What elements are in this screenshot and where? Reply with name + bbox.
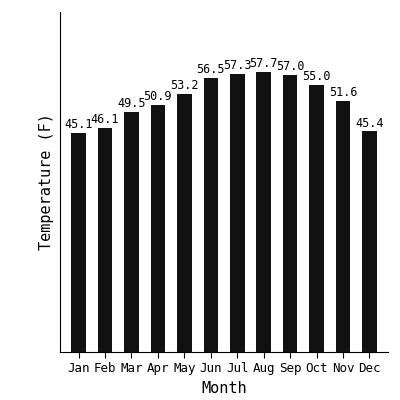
X-axis label: Month: Month (201, 381, 247, 396)
Text: 55.0: 55.0 (302, 70, 331, 83)
Text: 56.5: 56.5 (196, 63, 225, 76)
Text: 45.1: 45.1 (64, 118, 93, 131)
Bar (150, 105, 165, 352)
Text: 53.2: 53.2 (170, 79, 198, 92)
Bar (124, 112, 139, 352)
Bar (177, 94, 192, 352)
Bar (336, 101, 350, 352)
Text: 49.5: 49.5 (117, 97, 146, 110)
Text: 57.0: 57.0 (276, 60, 304, 73)
Bar (98, 128, 112, 352)
Bar (204, 78, 218, 352)
Bar (362, 132, 377, 352)
Bar (283, 75, 298, 352)
Bar (230, 74, 244, 352)
Y-axis label: Temperature (F): Temperature (F) (40, 114, 54, 250)
Text: 45.4: 45.4 (355, 116, 384, 130)
Text: 51.6: 51.6 (329, 86, 357, 100)
Text: 46.1: 46.1 (91, 113, 119, 126)
Text: 57.3: 57.3 (223, 59, 252, 72)
Bar (309, 85, 324, 352)
Text: 50.9: 50.9 (144, 90, 172, 103)
Bar (71, 133, 86, 352)
Text: 57.7: 57.7 (250, 57, 278, 70)
Bar (256, 72, 271, 352)
